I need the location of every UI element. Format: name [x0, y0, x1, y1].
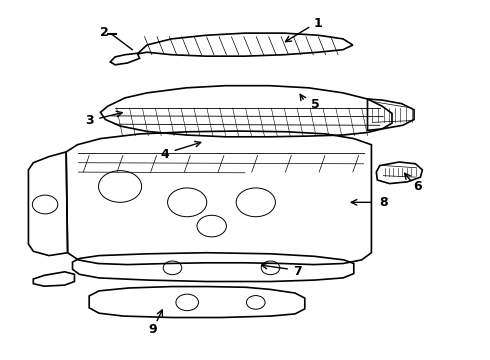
Text: 9: 9 [148, 323, 157, 336]
Text: 4: 4 [160, 148, 169, 161]
Text: 1: 1 [313, 17, 322, 30]
Text: 8: 8 [379, 196, 388, 209]
Text: 7: 7 [294, 265, 302, 278]
Text: 6: 6 [413, 180, 422, 193]
Text: 3: 3 [85, 114, 94, 127]
Text: 2: 2 [99, 26, 108, 39]
Text: 5: 5 [311, 98, 319, 111]
